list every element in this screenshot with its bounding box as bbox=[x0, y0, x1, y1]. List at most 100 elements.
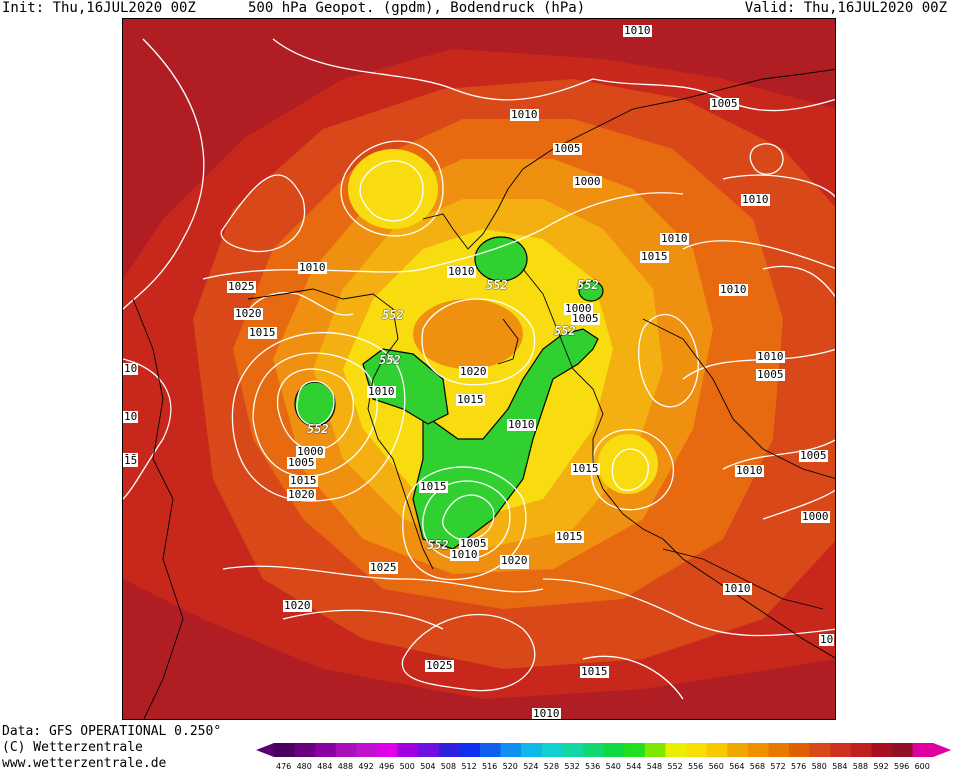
scale-tick-label: 484 bbox=[317, 762, 332, 770]
scale-swatch bbox=[747, 743, 769, 757]
scale-swatch bbox=[356, 743, 378, 757]
scale-swatch bbox=[480, 743, 502, 757]
isobar-label: 1010 bbox=[510, 108, 539, 121]
scale-swatch bbox=[294, 743, 316, 757]
scale-swatch bbox=[850, 743, 872, 757]
isobar-label: 1010 bbox=[723, 582, 752, 595]
isobar bbox=[220, 174, 306, 253]
scale-tick-label: 552 bbox=[667, 762, 682, 770]
scale-swatch bbox=[727, 743, 749, 757]
isobar-label: 10 bbox=[123, 362, 139, 375]
init-time: Init: Thu,16JUL2020 00Z bbox=[2, 0, 196, 16]
isobar-label: 1010 bbox=[756, 350, 785, 363]
geopotential-label: 552 bbox=[307, 422, 329, 436]
isobar bbox=[762, 489, 835, 520]
scale-swatch bbox=[871, 743, 893, 757]
scale-swatch bbox=[789, 743, 811, 757]
geopotential-label: 552 bbox=[427, 538, 449, 552]
isobar-label: 1015 bbox=[580, 665, 609, 678]
scale-swatch bbox=[459, 743, 481, 757]
coastline bbox=[247, 288, 434, 570]
isobar bbox=[749, 143, 784, 175]
orange-blob-center bbox=[413, 299, 523, 369]
map-canvas bbox=[123, 19, 835, 719]
yellow-blob-east bbox=[598, 434, 658, 494]
scale-tick-label: 520 bbox=[503, 762, 518, 770]
scale-swatch bbox=[500, 743, 522, 757]
isobar-label: 1005 bbox=[799, 449, 828, 462]
isobar-label: 10 bbox=[819, 633, 835, 646]
copyright: (C) Wetterzentrale bbox=[2, 740, 143, 755]
isobar-label: 1000 bbox=[573, 175, 602, 188]
scale-tick-label: 536 bbox=[585, 762, 600, 770]
geopotential-label: 552 bbox=[486, 278, 508, 292]
website-url: www.wetterzentrale.de bbox=[2, 756, 167, 771]
scale-swatch bbox=[892, 743, 914, 757]
isobar-label: 1020 bbox=[287, 488, 316, 501]
isobar bbox=[272, 38, 594, 101]
isobar bbox=[762, 265, 835, 298]
isobar-label: 1025 bbox=[369, 561, 398, 574]
isobar-label: 1005 bbox=[710, 97, 739, 110]
scale-swatch bbox=[397, 743, 419, 757]
scale-swatch bbox=[644, 743, 666, 757]
green-blob-west bbox=[294, 381, 336, 427]
isobar-label: 1025 bbox=[227, 280, 256, 293]
isobar-label: 1000 bbox=[564, 302, 593, 315]
isobar-label: 1010 bbox=[450, 548, 479, 561]
isobar-label: 1010 bbox=[719, 283, 748, 296]
isobars bbox=[123, 38, 835, 700]
isobar-label: 1015 bbox=[555, 530, 584, 543]
scale-tick-label: 492 bbox=[358, 762, 373, 770]
isobar-label: 1010 bbox=[532, 707, 561, 720]
isobar-label: 1020 bbox=[459, 365, 488, 378]
scale-tick-label: 528 bbox=[544, 762, 559, 770]
scale-swatch bbox=[912, 743, 934, 757]
scale-tick-label: 568 bbox=[750, 762, 765, 770]
isobar bbox=[582, 655, 684, 700]
isobar bbox=[340, 140, 444, 237]
scale-swatch bbox=[830, 743, 852, 757]
geopotential-label: 552 bbox=[379, 353, 401, 367]
coastline bbox=[662, 548, 824, 610]
scale-swatch bbox=[274, 743, 296, 757]
scale-tick-label: 584 bbox=[832, 762, 847, 770]
scale-swatch bbox=[438, 743, 460, 757]
scale-arrow-right bbox=[933, 743, 952, 757]
isobar-label: 1020 bbox=[500, 554, 529, 567]
scale-tick-label: 548 bbox=[647, 762, 662, 770]
isobar-label: 10 bbox=[123, 410, 139, 423]
scale-swatch bbox=[583, 743, 605, 757]
isobar-label: 1005 bbox=[287, 456, 316, 469]
scale-arrow-left bbox=[256, 743, 274, 757]
isobar bbox=[231, 332, 406, 502]
scale-swatch bbox=[624, 743, 646, 757]
isobar-label: 1010 bbox=[367, 385, 396, 398]
isobar bbox=[282, 609, 444, 630]
isobar-label: 1005 bbox=[553, 142, 582, 155]
data-source: Data: GFS OPERATIONAL 0.250° bbox=[2, 724, 222, 739]
isobar bbox=[252, 352, 378, 477]
scale-swatch bbox=[665, 743, 687, 757]
scale-swatch bbox=[603, 743, 625, 757]
isobar-label: 1005 bbox=[571, 312, 600, 325]
isobar-label: 1020 bbox=[283, 599, 312, 612]
isobar bbox=[296, 380, 335, 426]
coastline bbox=[642, 318, 835, 479]
isobar bbox=[682, 240, 835, 269]
scale-tick-label: 524 bbox=[523, 762, 538, 770]
scale-swatch bbox=[809, 743, 831, 757]
isobar bbox=[401, 613, 536, 692]
coastline bbox=[522, 268, 835, 659]
isobar bbox=[123, 358, 172, 500]
scale-tick-label: 576 bbox=[791, 762, 806, 770]
isobar-label: 1005 bbox=[459, 537, 488, 550]
isobar-label: 1010 bbox=[623, 24, 652, 37]
scale-tick-label: 516 bbox=[482, 762, 497, 770]
scale-tick-label: 560 bbox=[709, 762, 724, 770]
isobar bbox=[590, 429, 674, 511]
scale-tick-label: 596 bbox=[894, 762, 909, 770]
scale-tick-label: 500 bbox=[400, 762, 415, 770]
isobar-label: 1010 bbox=[298, 261, 327, 274]
scale-swatch bbox=[706, 743, 728, 757]
